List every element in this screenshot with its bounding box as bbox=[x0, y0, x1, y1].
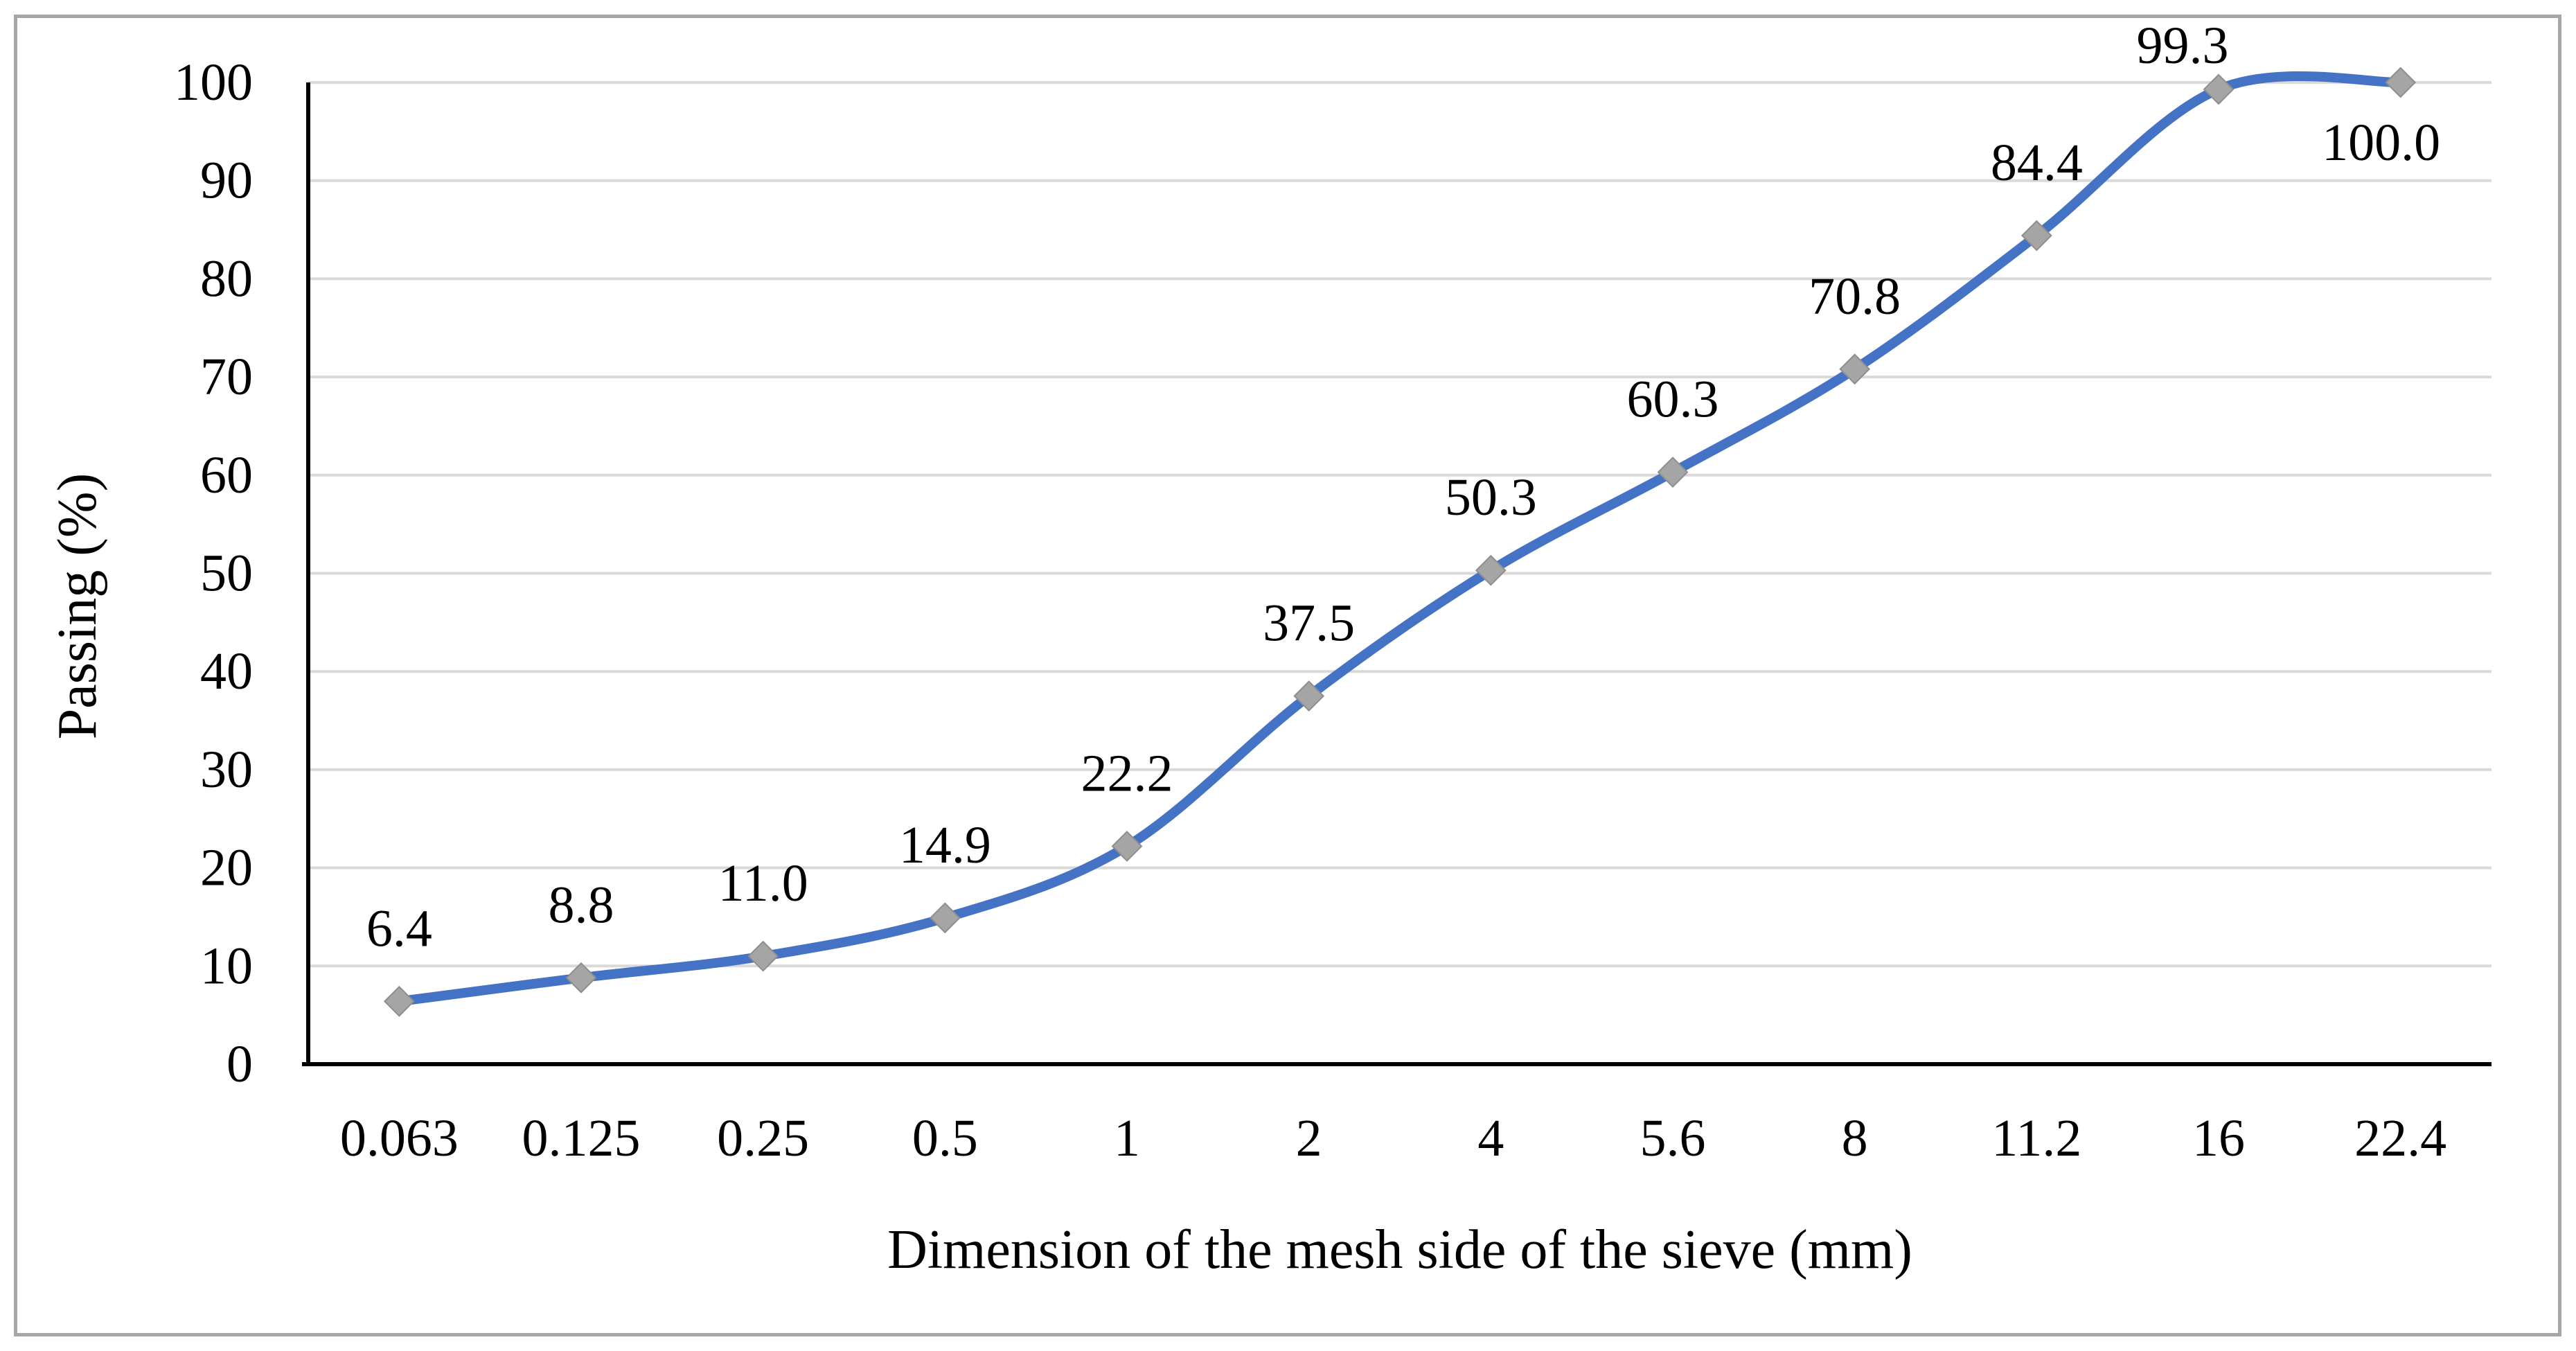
x-tick-label: 4 bbox=[1477, 1109, 1504, 1167]
y-tick-label: 70 bbox=[200, 348, 253, 406]
x-tick-label: 11.2 bbox=[1991, 1109, 2081, 1167]
y-tick-label: 80 bbox=[200, 249, 253, 308]
data-label: 14.9 bbox=[899, 816, 991, 874]
x-tick-label: 0.063 bbox=[340, 1109, 459, 1167]
y-tick-label: 20 bbox=[200, 839, 253, 897]
x-tick-label: 8 bbox=[1842, 1109, 1868, 1167]
x-tick-label: 1 bbox=[1114, 1109, 1140, 1167]
data-point-marker bbox=[1657, 457, 1689, 488]
data-label: 60.3 bbox=[1627, 371, 1719, 429]
data-point-marker bbox=[2385, 67, 2417, 98]
data-point-marker bbox=[1293, 680, 1325, 712]
x-axis-title: Dimension of the mesh side of the sieve … bbox=[887, 1219, 1912, 1280]
data-label: 11.0 bbox=[718, 854, 808, 912]
x-tick-label: 16 bbox=[2192, 1109, 2245, 1167]
data-point-marker bbox=[929, 902, 961, 934]
y-tick-label: 40 bbox=[200, 642, 253, 700]
data-label: 50.3 bbox=[1445, 468, 1537, 527]
chart-border bbox=[14, 15, 2561, 1336]
data-label: 70.8 bbox=[1809, 267, 1901, 326]
data-point-marker bbox=[1111, 831, 1143, 862]
data-label: 37.5 bbox=[1263, 594, 1355, 653]
y-tick-label: 30 bbox=[200, 741, 253, 799]
x-tick-label: 5.6 bbox=[1640, 1109, 1706, 1167]
y-tick-label: 50 bbox=[200, 545, 253, 603]
y-tick-label: 100 bbox=[174, 53, 253, 112]
x-tick-label: 22.4 bbox=[2354, 1109, 2446, 1167]
data-point-marker bbox=[1475, 554, 1507, 586]
y-tick-label: 60 bbox=[200, 446, 253, 504]
x-tick-label: 2 bbox=[1296, 1109, 1322, 1167]
data-point-marker bbox=[1839, 353, 1871, 385]
data-label: 100.0 bbox=[2322, 114, 2440, 172]
data-point-marker bbox=[565, 962, 597, 994]
data-point-marker bbox=[383, 985, 415, 1017]
data-label: 8.8 bbox=[549, 876, 614, 934]
y-axis-title: Passing (%) bbox=[47, 473, 108, 739]
x-tick-label: 0.25 bbox=[717, 1109, 809, 1167]
y-tick-label: 90 bbox=[200, 152, 253, 210]
data-label: 99.3 bbox=[2137, 17, 2229, 75]
data-label: 22.2 bbox=[1081, 744, 1173, 802]
y-tick-label: 10 bbox=[200, 937, 253, 995]
data-label: 6.4 bbox=[366, 899, 432, 957]
data-label: 84.4 bbox=[1991, 134, 2083, 192]
x-tick-label: 0.5 bbox=[912, 1109, 978, 1167]
data-point-marker bbox=[2203, 73, 2235, 105]
data-point-marker bbox=[2020, 220, 2052, 251]
data-point-marker bbox=[747, 940, 779, 972]
y-tick-label: 0 bbox=[226, 1035, 253, 1093]
x-tick-label: 0.125 bbox=[522, 1109, 641, 1167]
